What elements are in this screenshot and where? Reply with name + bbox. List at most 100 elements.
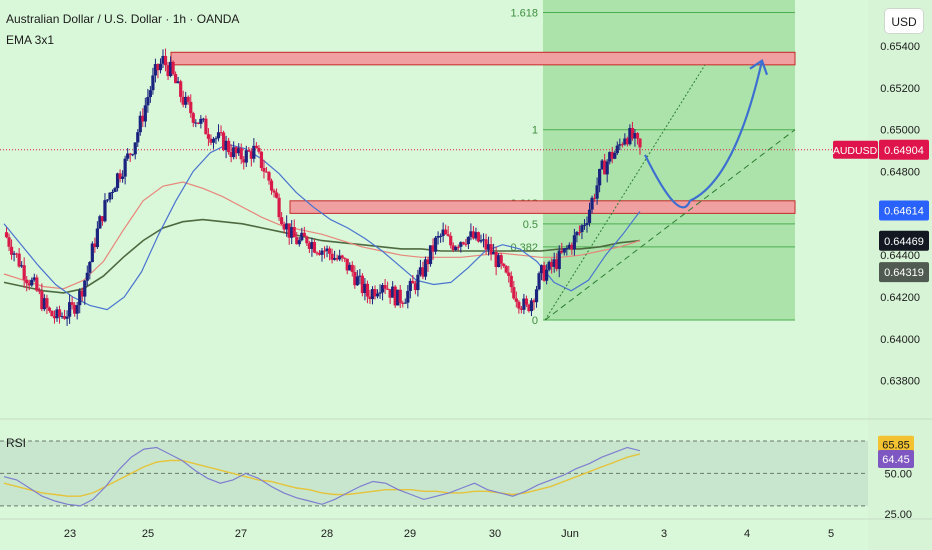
candle-body: [12, 253, 16, 255]
fib-level-label: 1.618: [510, 8, 538, 20]
candle-body: [610, 152, 614, 159]
candle-body: [80, 290, 84, 297]
candle-body: [229, 152, 233, 158]
candle-body: [580, 225, 584, 233]
candle-body: [209, 138, 213, 143]
candle-body: [353, 271, 357, 286]
candle-body: [562, 248, 566, 253]
candle-body: [418, 267, 423, 275]
candle-body: [572, 235, 576, 250]
currency-button[interactable]: USD: [884, 8, 924, 34]
time-axis-tick-label: 25: [142, 528, 154, 540]
candle-body: [534, 289, 539, 303]
candle-body: [234, 147, 238, 154]
symbol-title[interactable]: Australian Dollar / U.S. Dollar · 1h · O…: [6, 12, 240, 26]
candle-body: [37, 290, 41, 292]
price-axis-tick-label: 0.65400: [880, 41, 920, 53]
candle-body: [393, 286, 397, 306]
candle-body: [310, 242, 314, 249]
candle-body: [444, 229, 448, 235]
candle-body: [396, 289, 400, 306]
candle-body: [264, 171, 269, 173]
candle-body: [282, 224, 286, 230]
candle-body: [446, 234, 450, 236]
candle-body: [625, 138, 629, 145]
candle-body: [408, 280, 412, 291]
candle-body: [103, 200, 107, 222]
candle-body: [360, 275, 364, 294]
price-axis-tick-label: 0.63800: [880, 376, 920, 388]
candle-body: [199, 118, 203, 124]
candle-body: [214, 138, 218, 140]
time-axis-tick-label: 28: [321, 528, 333, 540]
candle-body: [211, 138, 216, 143]
candle-body: [189, 101, 193, 114]
candle-body: [489, 244, 493, 255]
candle-body: [219, 132, 223, 134]
candle-body: [492, 252, 496, 255]
candle-body: [194, 122, 198, 124]
candle-body: [287, 223, 291, 238]
candle-body: [90, 243, 94, 263]
candle-body: [115, 173, 120, 189]
candle-body: [148, 90, 152, 98]
candle-body: [464, 243, 468, 245]
price-tag-value: 0.64904: [884, 145, 924, 157]
candle-body: [466, 236, 470, 245]
price-tag-value: 0.64469: [884, 236, 924, 248]
time-axis-tick-label: 29: [404, 528, 416, 540]
candle-body: [343, 257, 347, 259]
candle-body: [416, 274, 420, 291]
price-axis-tick-label: 0.65200: [880, 83, 920, 95]
candle-body: [560, 250, 564, 253]
candle-body: [582, 224, 587, 226]
candle-body: [123, 158, 127, 177]
candle-body: [484, 239, 488, 250]
candle-body: [441, 229, 445, 236]
price-tag: [879, 230, 929, 251]
candle-body: [383, 285, 387, 289]
candle-body: [340, 255, 344, 258]
price-tag-value: 0.64319: [884, 267, 924, 279]
candle-body: [274, 192, 279, 198]
resistance-zone: [170, 51, 796, 66]
candle-body: [57, 309, 62, 317]
candle-body: [590, 197, 594, 210]
candle-body: [603, 160, 607, 175]
candle-body: [128, 153, 132, 155]
candle-body: [55, 309, 59, 319]
candle-body: [439, 235, 443, 237]
candle-body: [595, 185, 599, 199]
candle-body: [522, 298, 526, 310]
candle-body: [481, 239, 486, 241]
candle-body: [156, 63, 160, 71]
candle-body: [529, 300, 534, 312]
candle-body: [355, 276, 359, 286]
candle-body: [436, 236, 440, 238]
candle-body: [68, 302, 72, 317]
candle-body: [141, 115, 145, 122]
candle-body: [7, 237, 11, 247]
candle-body: [196, 122, 200, 124]
candle-body: [290, 227, 294, 238]
projection-curve: [644, 60, 764, 209]
candle-body: [247, 150, 251, 152]
candle-body: [598, 168, 602, 186]
candle-body: [65, 316, 69, 319]
candle-body: [151, 75, 155, 91]
candle-body: [93, 243, 97, 248]
time-axis-tick-label: 3: [661, 528, 667, 540]
candle-body: [161, 55, 165, 64]
candle-body: [32, 277, 36, 280]
rsi-label[interactable]: RSI: [6, 436, 27, 450]
indicator-label[interactable]: EMA 3x1: [6, 33, 55, 47]
candle-body: [368, 296, 372, 300]
ema-slow-line: [3, 218, 641, 294]
candle-body: [449, 235, 453, 246]
candle-body: [630, 127, 635, 139]
candle-body: [237, 148, 241, 154]
price-axis-tick-label: 0.64400: [880, 250, 920, 262]
candle-body: [85, 272, 89, 281]
candle-body: [401, 302, 405, 304]
